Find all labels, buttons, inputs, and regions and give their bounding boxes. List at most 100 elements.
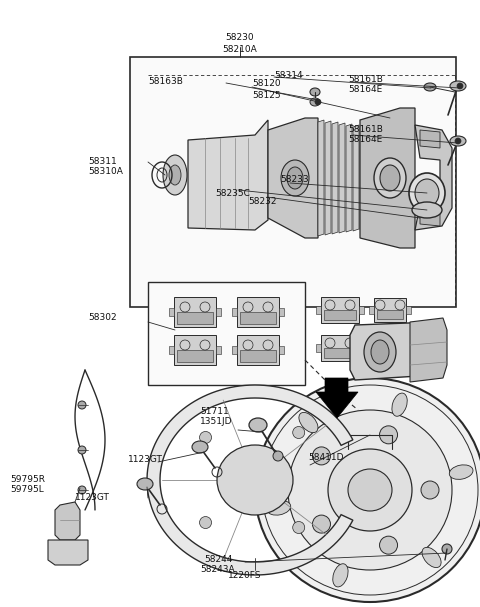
Ellipse shape <box>312 447 330 465</box>
Ellipse shape <box>380 165 400 191</box>
Polygon shape <box>174 335 216 365</box>
Polygon shape <box>177 312 213 324</box>
Polygon shape <box>240 350 276 362</box>
Text: 58161B: 58161B <box>348 126 383 135</box>
Ellipse shape <box>422 548 441 568</box>
Ellipse shape <box>450 136 466 146</box>
Ellipse shape <box>380 536 397 554</box>
Polygon shape <box>350 322 440 380</box>
Ellipse shape <box>293 427 305 438</box>
Polygon shape <box>188 120 268 230</box>
Ellipse shape <box>288 410 452 570</box>
Polygon shape <box>232 346 237 354</box>
Ellipse shape <box>192 441 208 453</box>
Text: 1220FS: 1220FS <box>228 571 262 580</box>
Ellipse shape <box>364 332 396 372</box>
Polygon shape <box>316 344 321 352</box>
Text: 58243A: 58243A <box>201 566 235 574</box>
Polygon shape <box>339 123 345 233</box>
Polygon shape <box>324 310 356 320</box>
Ellipse shape <box>392 393 407 416</box>
Ellipse shape <box>200 432 212 444</box>
Ellipse shape <box>310 88 320 96</box>
Ellipse shape <box>78 446 86 454</box>
Polygon shape <box>169 308 174 316</box>
Polygon shape <box>420 130 440 148</box>
Polygon shape <box>55 502 80 540</box>
Bar <box>148 282 305 385</box>
Text: 58411D: 58411D <box>308 453 344 463</box>
Polygon shape <box>321 297 359 323</box>
Text: 58232: 58232 <box>248 197 276 206</box>
Ellipse shape <box>415 179 439 207</box>
Polygon shape <box>316 378 358 418</box>
Text: 58230: 58230 <box>226 33 254 42</box>
Ellipse shape <box>255 378 480 602</box>
Ellipse shape <box>442 544 452 554</box>
Polygon shape <box>360 108 415 248</box>
Text: 58310A: 58310A <box>88 168 123 177</box>
Ellipse shape <box>200 517 212 529</box>
Polygon shape <box>359 306 364 314</box>
Ellipse shape <box>137 478 153 490</box>
Ellipse shape <box>380 426 397 444</box>
Polygon shape <box>268 118 318 238</box>
Polygon shape <box>353 125 359 231</box>
Text: 58233: 58233 <box>280 175 309 185</box>
Text: 58210A: 58210A <box>223 44 257 53</box>
Ellipse shape <box>78 486 86 494</box>
Text: 58314: 58314 <box>274 70 302 80</box>
Ellipse shape <box>457 83 463 89</box>
Polygon shape <box>279 308 284 316</box>
Polygon shape <box>415 125 452 230</box>
Ellipse shape <box>217 445 293 515</box>
Text: 58125: 58125 <box>252 90 281 100</box>
Polygon shape <box>216 346 221 354</box>
Text: 1123GT: 1123GT <box>75 493 110 503</box>
Ellipse shape <box>421 481 439 499</box>
Ellipse shape <box>374 158 406 198</box>
Ellipse shape <box>273 451 283 461</box>
Text: 51711: 51711 <box>200 407 229 416</box>
Text: 58235C: 58235C <box>215 189 250 197</box>
Ellipse shape <box>333 564 348 587</box>
Polygon shape <box>240 312 276 324</box>
Polygon shape <box>237 297 279 327</box>
Polygon shape <box>332 122 338 234</box>
Polygon shape <box>377 310 403 319</box>
Polygon shape <box>369 306 374 314</box>
Polygon shape <box>318 120 324 236</box>
Text: 59795R: 59795R <box>10 475 45 484</box>
Polygon shape <box>147 385 353 575</box>
Ellipse shape <box>310 98 320 106</box>
Polygon shape <box>316 306 321 314</box>
Polygon shape <box>374 336 406 360</box>
Ellipse shape <box>412 202 442 218</box>
Ellipse shape <box>249 418 267 432</box>
Polygon shape <box>279 346 284 354</box>
Text: 58244: 58244 <box>204 555 232 565</box>
Text: 58163B: 58163B <box>148 78 183 87</box>
Polygon shape <box>369 344 374 352</box>
Ellipse shape <box>315 99 321 105</box>
Text: 1123GT: 1123GT <box>128 455 163 464</box>
Ellipse shape <box>281 160 309 196</box>
Polygon shape <box>177 350 213 362</box>
Polygon shape <box>321 335 359 361</box>
Text: 58311: 58311 <box>88 157 117 166</box>
Polygon shape <box>359 344 364 352</box>
Polygon shape <box>237 335 279 365</box>
Ellipse shape <box>293 521 305 534</box>
Polygon shape <box>360 126 366 230</box>
Text: 58120: 58120 <box>252 80 281 89</box>
Polygon shape <box>169 346 174 354</box>
Text: 58164E: 58164E <box>348 86 382 95</box>
Ellipse shape <box>287 167 303 189</box>
Ellipse shape <box>371 340 389 364</box>
Polygon shape <box>324 348 356 358</box>
Ellipse shape <box>455 138 461 144</box>
Ellipse shape <box>169 165 181 185</box>
Text: 59795L: 59795L <box>10 486 44 495</box>
Text: 58302: 58302 <box>88 313 117 322</box>
Ellipse shape <box>450 81 466 91</box>
